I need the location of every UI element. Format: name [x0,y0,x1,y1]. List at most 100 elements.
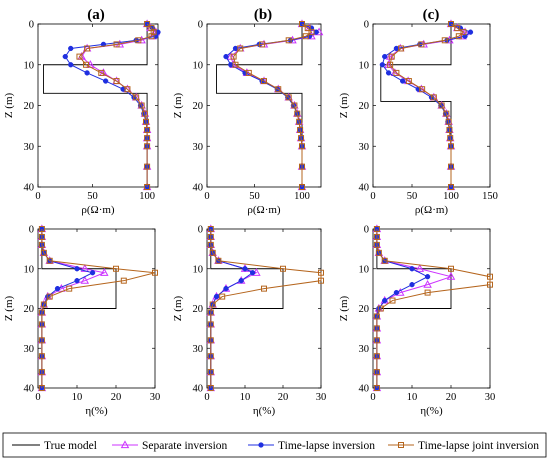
legend-label: Separate inversion [142,440,228,452]
y-tick-label: 20 [359,101,370,112]
x-tick-label: 0 [204,191,209,202]
data-point [89,270,96,276]
data-point [259,41,266,48]
data-point [296,118,303,125]
x-tick-label: 0 [370,191,375,202]
series-none [210,229,284,388]
data-point [237,45,244,52]
x-tick-label: 20 [446,392,457,403]
y-tick-label: 40 [193,183,204,194]
panel-title-a: (a) [87,7,105,23]
x-tick-label: 0 [370,392,375,403]
data-point [38,385,45,391]
data-point [308,29,315,36]
series-square [76,21,157,190]
data-point [40,249,47,256]
x-tick-label: 20 [278,392,289,403]
series-none [376,229,452,388]
data-point [385,70,392,76]
data-point [68,62,74,68]
data-point [38,309,45,316]
data-point [291,102,298,109]
x-tick-label: 100 [294,191,310,202]
data-point [62,53,68,60]
data-point [144,21,151,27]
data-point [113,78,120,85]
legend-marker [258,442,264,448]
data-point [430,94,437,101]
data-point [299,184,305,190]
data-point [302,33,309,40]
data-point [46,257,53,264]
data-point [405,78,412,85]
x-tick-label: 10 [407,392,418,403]
y-tick-label: 30 [193,142,204,153]
y-axis-label: Z (m) [172,92,184,118]
data-point [228,62,234,68]
x-tick-label: 50 [249,191,260,202]
y-tick-label: 40 [359,183,370,194]
x-tick-label: 20 [111,392,122,403]
subplot-3: 0 50 100 150 0 10 20 30 40 ρ(Ω·m) Z (m) [338,19,498,216]
series-line [216,24,303,187]
axes-frame [372,23,491,188]
series-line [389,23,465,187]
data-point [84,70,90,76]
data-point [223,53,229,60]
data-point [446,126,453,133]
data-point [100,268,109,276]
y-tick-label: 10 [24,264,35,275]
y-tick-label: 10 [193,264,204,275]
data-point [373,325,380,332]
data-point [249,270,256,276]
data-point [46,293,53,300]
data-point [144,163,151,170]
series-triangle [372,224,456,392]
y-tick-label: 30 [359,142,370,153]
data-point [424,274,431,280]
data-point [298,135,305,142]
data-point [393,289,400,296]
data-point [113,41,120,48]
y-tick-label: 30 [24,344,35,355]
x-axis-label: η(%) [253,405,276,417]
series-line [210,229,284,388]
data-point [207,337,214,344]
data-point [285,94,292,101]
data-point [373,226,380,232]
x-axis-label: ρ(Ω·m) [247,204,281,216]
data-point [261,78,267,85]
data-point [84,45,91,52]
x-tick-label: 0 [35,191,40,202]
data-point [373,353,380,360]
x-tick-label: 50 [407,191,418,202]
data-point [261,285,267,292]
legend-item: Separate inversion [112,440,228,452]
data-point [382,53,388,60]
data-point [299,21,305,27]
series-line [376,229,452,388]
data-point [415,264,425,272]
data-point [373,241,380,248]
data-point [209,301,216,308]
subplot-2: 0 50 100 0 10 20 30 40 ρ(Ω·m) Z (m) [172,19,324,216]
data-point [38,337,45,344]
data-point [232,45,239,52]
legend-marker [398,442,404,448]
data-point [207,226,214,232]
series-line [230,23,321,187]
data-point [373,369,380,376]
data-point [297,126,304,133]
y-tick-label: 30 [193,344,204,355]
data-point [207,309,214,316]
data-point [399,78,406,84]
subplot-6: 0 10 20 30 0 10 20 30 40 η(%) Z (m) [338,224,495,417]
data-point [155,29,161,35]
y-tick-label: 0 [29,225,34,236]
series-none [216,24,303,187]
legend: True model Separate inversion Time-lapse i… [2,432,547,458]
data-point [223,285,229,292]
x-axis-label: ρ(Ω·m) [415,204,449,216]
data-point [83,61,89,68]
